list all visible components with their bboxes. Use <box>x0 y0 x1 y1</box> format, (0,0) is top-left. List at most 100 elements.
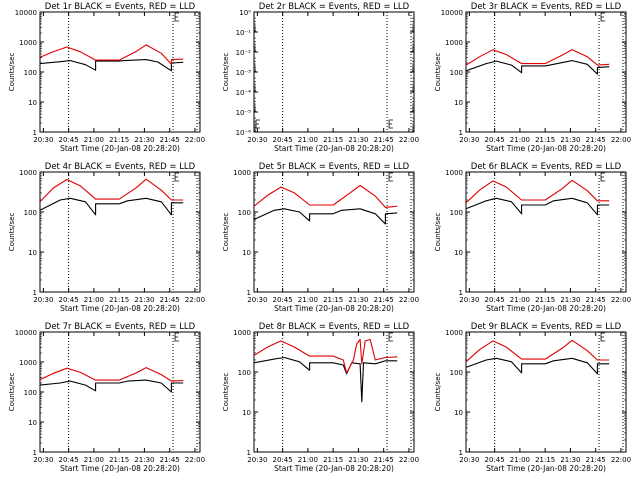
x-tick-label: 21:30 <box>134 456 154 464</box>
panel-det-2r: Det 2r BLACK = Events, RED = LLD 10⁰ 10⁻¹ 1… <box>222 2 419 153</box>
panel-det-3r: Det 3r BLACK = Events, RED = LLD 1 10 100 10… <box>434 2 631 153</box>
y-tick-label: 1000 <box>19 169 37 177</box>
y-tick-label: 100 <box>24 389 37 397</box>
x-tick-label: 21:30 <box>348 456 368 464</box>
bracket-mark <box>174 332 180 342</box>
bracket-mark <box>174 12 180 22</box>
series-lld-line <box>39 178 184 203</box>
x-tick-label: 21:15 <box>109 296 129 304</box>
x-tick-label: 20:45 <box>485 136 505 144</box>
x-tick-label: 21:15 <box>109 456 129 464</box>
x-axis-label: Start Time (20-Jan-08 20:28:20) <box>486 304 606 313</box>
y-tick-label: 1 <box>459 449 463 457</box>
y-tick-label: 10⁻² <box>236 49 252 57</box>
y-tick-label: 10 <box>242 249 251 257</box>
panel-det-6r: Det 6r BLACK = Events, RED = LLD 1 10 100 10… <box>434 162 631 313</box>
series-lld-line <box>465 49 610 66</box>
x-tick-label: 20:45 <box>273 296 293 304</box>
y-tick-label: 10000 <box>15 9 37 17</box>
y-tick-label: 1000 <box>19 39 37 47</box>
x-tick-label: 20:45 <box>59 136 79 144</box>
x-tick-label: 21:45 <box>374 136 394 144</box>
x-tick-label: 21:15 <box>323 296 343 304</box>
x-tick-label: 20:30 <box>33 456 53 464</box>
y-tick-label: 10 <box>454 249 463 257</box>
y-tick-label: 1000 <box>445 329 463 337</box>
x-tick-label: 21:30 <box>134 136 154 144</box>
panel-title: Det 7r BLACK = Events, RED = LLD <box>45 322 196 332</box>
x-tick-label: 20:45 <box>59 456 79 464</box>
panel-det-8r: Det 8r BLACK = Events, RED = LLD 1 10 100 10… <box>222 322 419 473</box>
series-lld-line <box>253 338 398 374</box>
x-tick-label: 20:45 <box>485 296 505 304</box>
x-tick-label: 21:45 <box>586 136 606 144</box>
y-tick-label: 1000 <box>233 169 251 177</box>
x-tick-label: 20:45 <box>273 456 293 464</box>
series-lld-line <box>39 44 184 65</box>
x-tick-label: 22:00 <box>399 456 419 464</box>
panel-det-1r: Det 1r BLACK = Events, RED = LLD 1 10 100 10… <box>8 2 205 153</box>
x-tick-label: 21:45 <box>160 296 180 304</box>
x-tick-label: 21:30 <box>560 136 580 144</box>
y-tick-label: 10⁻⁶ <box>236 129 252 137</box>
panel-title: Det 2r BLACK = Events, RED = LLD <box>259 2 410 12</box>
x-axis-label: Start Time (20-Jan-08 20:28:20) <box>274 304 394 313</box>
y-tick-label: 1000 <box>233 329 251 337</box>
x-axis-label: Start Time (20-Jan-08 20:28:20) <box>274 464 394 473</box>
series-lld-line <box>253 184 398 208</box>
plot-frame <box>39 11 201 133</box>
x-tick-label: 21:15 <box>535 136 555 144</box>
panel-title: Det 6r BLACK = Events, RED = LLD <box>471 162 622 172</box>
x-tick-label: 20:30 <box>247 136 267 144</box>
x-axis-label: Start Time (20-Jan-08 20:28:20) <box>60 144 180 153</box>
x-tick-label: 21:45 <box>586 456 606 464</box>
x-axis-label: Start Time (20-Jan-08 20:28:20) <box>60 464 180 473</box>
y-tick-label: 10 <box>28 249 37 257</box>
y-axis-label: Counts/sec <box>222 373 230 412</box>
y-axis-label: Counts/sec <box>8 213 16 252</box>
y-tick-label: 1 <box>33 129 37 137</box>
x-axis-label: Start Time (20-Jan-08 20:28:20) <box>274 144 394 153</box>
bracket-mark <box>600 332 606 342</box>
x-tick-label: 21:00 <box>84 456 104 464</box>
bracket-mark <box>388 119 394 129</box>
y-axis-label: Counts/sec <box>434 53 442 92</box>
panel-title: Det 8r BLACK = Events, RED = LLD <box>259 322 410 332</box>
plot-frame <box>253 331 415 453</box>
x-tick-label: 20:30 <box>33 296 53 304</box>
y-tick-label: 10 <box>28 419 37 427</box>
y-axis-label: Counts/sec <box>434 213 442 252</box>
x-axis-label: Start Time (20-Jan-08 20:28:20) <box>486 464 606 473</box>
bracket-mark <box>388 172 394 182</box>
x-tick-label: 21:00 <box>298 296 318 304</box>
x-tick-label: 20:30 <box>247 296 267 304</box>
x-tick-label: 20:30 <box>459 136 479 144</box>
x-tick-label: 21:00 <box>510 456 530 464</box>
plot-frame <box>253 171 415 293</box>
y-axis-label: Counts/sec <box>8 373 16 412</box>
x-axis-label: Start Time (20-Jan-08 20:28:20) <box>486 144 606 153</box>
y-tick-label: 100 <box>450 69 463 77</box>
x-tick-label: 22:00 <box>611 296 631 304</box>
x-tick-label: 20:45 <box>273 136 293 144</box>
x-tick-label: 21:00 <box>298 136 318 144</box>
series-lld-line <box>465 179 610 204</box>
x-tick-label: 22:00 <box>185 136 205 144</box>
series-events-line <box>465 197 610 216</box>
series-events-line <box>253 356 398 403</box>
x-tick-label: 21:00 <box>510 136 530 144</box>
x-tick-label: 20:30 <box>247 456 267 464</box>
x-tick-label: 21:30 <box>348 136 368 144</box>
x-tick-label: 20:30 <box>459 456 479 464</box>
y-axis-label: Counts/sec <box>434 373 442 412</box>
x-tick-label: 20:30 <box>459 296 479 304</box>
x-tick-label: 21:30 <box>134 296 154 304</box>
plot-frame <box>465 331 627 453</box>
y-tick-label: 10000 <box>441 9 463 17</box>
y-tick-label: 1 <box>33 449 37 457</box>
series-events-line <box>465 357 610 375</box>
x-tick-label: 21:00 <box>84 296 104 304</box>
y-tick-label: 10⁻¹ <box>236 29 252 37</box>
panel-det-7r: Det 7r BLACK = Events, RED = LLD 1 10 100 10… <box>8 322 205 473</box>
